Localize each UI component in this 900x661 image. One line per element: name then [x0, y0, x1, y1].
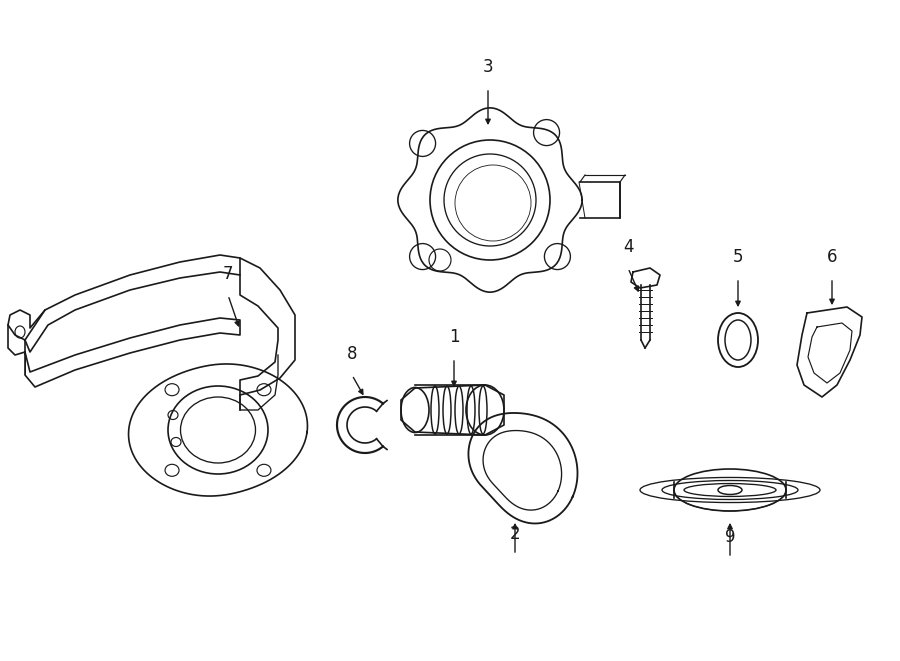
Text: 3: 3 — [482, 58, 493, 76]
Text: 7: 7 — [223, 265, 233, 283]
Text: 9: 9 — [724, 528, 735, 546]
Text: 1: 1 — [449, 328, 459, 346]
Text: 5: 5 — [733, 248, 743, 266]
Text: 6: 6 — [827, 248, 837, 266]
Text: 8: 8 — [346, 345, 357, 363]
Text: 2: 2 — [509, 525, 520, 543]
Text: 4: 4 — [623, 238, 634, 256]
